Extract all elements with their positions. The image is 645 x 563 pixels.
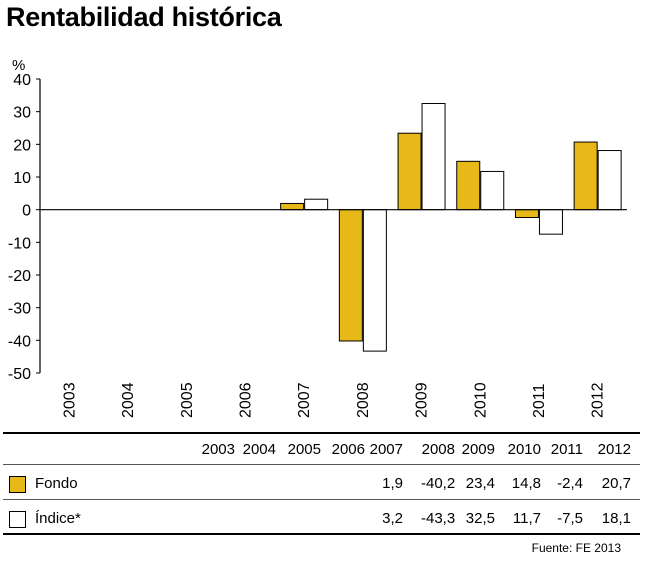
y-tick-label: 0 [22,203,31,220]
chart-title: Rentabilidad histórica [6,2,282,32]
y-tick-label: 40 [13,72,31,89]
fondo-value-2007: 1,9 [382,475,403,492]
y-tick-label: 20 [13,137,31,154]
year-header-2004: 2004 [242,441,276,458]
y-axis-unit-label: % [12,57,25,74]
x-tick-label: 2008 [355,382,372,418]
indice-bar-2007 [304,198,329,211]
indice-value-2012: 18,1 [601,510,631,527]
fondo-bar-2012 [573,141,598,211]
year-header-2003: 2003 [201,441,235,458]
x-tick-label: 2007 [296,382,313,418]
indice-value-2008: -43,3 [421,510,456,527]
x-tick-label: 2012 [590,382,607,418]
y-tick-label: 30 [13,105,31,122]
year-header-2005: 2005 [287,441,321,458]
y-tick-label: -20 [8,268,31,285]
table-header-rule [3,464,640,465]
y-tick-label: 10 [13,170,31,187]
indice-bar-2011 [538,209,563,235]
x-tick-label: 2005 [179,382,196,418]
table-row-rule [3,499,640,500]
fondo-bar-2009 [397,132,422,211]
x-tick-label: 2006 [237,382,254,418]
table-bottom-rule [3,533,640,535]
source-note: Fuente: FE 2013 [531,541,621,555]
fondo-value-2010: 14,8 [511,475,541,492]
fondo-bar-2010 [456,160,481,211]
indice-value-2010: 11,7 [512,510,541,527]
y-tick-label: -40 [8,333,31,350]
fondo-bar-2008 [338,209,363,342]
x-tick-label: 2009 [414,382,431,418]
fondo-row-label: Fondo [35,475,78,492]
y-tick-label: -10 [8,235,31,252]
y-tick-label: -50 [8,366,31,383]
indice-bar-2009 [421,103,446,211]
fondo-value-2009: 23,4 [465,475,495,492]
indice-value-2007: 3,2 [382,510,403,527]
fondo-value-2012: 20,7 [601,475,631,492]
year-header-2007: 2007 [369,441,403,458]
table-top-rule [3,432,640,434]
indice-row-label: Índice* [35,510,81,527]
indice-legend-swatch [9,511,26,528]
x-tick-label: 2011 [531,383,548,418]
year-header-2008: 2008 [421,441,455,458]
fondo-legend-swatch [9,476,26,493]
year-header-2006: 2006 [331,441,365,458]
year-header-2010: 2010 [507,441,541,458]
fondo-value-2011: -2,4 [557,475,583,492]
y-tick-label: -30 [8,301,31,318]
indice-value-2009: 32,5 [465,510,495,527]
fondo-value-2008: -40,2 [421,475,456,492]
x-tick-label: 2003 [61,382,78,418]
fondo-bar-2011 [514,209,539,219]
fondo-bar-2007 [280,202,305,211]
indice-value-2011: -7,5 [557,510,583,527]
indice-bar-2010 [480,170,505,211]
year-header-2011: 2011 [550,441,583,458]
year-header-2012: 2012 [597,441,631,458]
year-header-2009: 2009 [461,441,495,458]
x-tick-label: 2004 [120,382,137,418]
indice-bar-2008 [362,209,387,352]
x-tick-label: 2010 [472,382,489,418]
indice-bar-2012 [597,150,622,211]
